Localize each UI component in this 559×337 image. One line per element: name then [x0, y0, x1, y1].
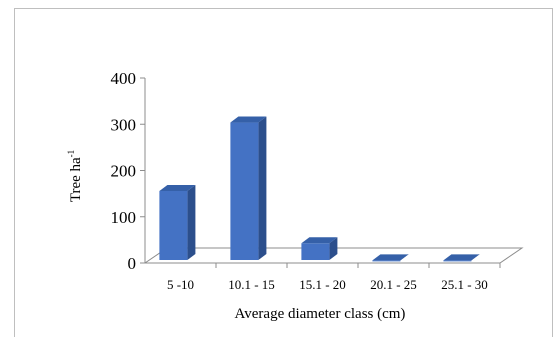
y-tick-label: 200 [111, 162, 137, 181]
bar-front [443, 260, 472, 262]
bar-top [159, 185, 196, 191]
bar [372, 254, 409, 262]
bar-top [230, 116, 267, 123]
bar-side [187, 185, 196, 260]
bar [301, 237, 338, 260]
x-tick-label: 5 -10 [167, 277, 194, 292]
y-tick-label: 400 [111, 69, 137, 88]
bar-side [258, 116, 267, 260]
y-axis-label-superscript: -1 [66, 150, 76, 158]
x-tick-label: 20.1 - 25 [370, 277, 417, 292]
bar-top [301, 237, 338, 244]
chart-frame [14, 8, 553, 337]
bar [443, 254, 480, 262]
bar-top [372, 254, 409, 261]
y-tick-label: 100 [111, 208, 137, 227]
chart-tick-labels: 0 100 200 300 400 5 -10 10.1 - 15 15.1 - 20 20.1… [111, 69, 488, 292]
bar-front [159, 191, 188, 260]
x-tick-label: 15.1 - 20 [299, 277, 346, 292]
bar-side [329, 237, 338, 260]
bar-top [443, 254, 480, 261]
bar-front [372, 260, 401, 262]
x-tick-label: 25.1 - 30 [441, 277, 488, 292]
y-axis-label: Tree ha-1 [66, 150, 84, 202]
bar-front [230, 122, 259, 260]
bar [230, 116, 267, 260]
y-tick-label: 300 [111, 115, 137, 134]
chart-bars [159, 116, 480, 262]
x-tick-label: 10.1 - 15 [228, 277, 275, 292]
y-tick-label: 0 [128, 254, 137, 273]
x-axis-label: Average diameter class (cm) [235, 306, 406, 322]
bar [159, 185, 196, 260]
bar-front [301, 243, 330, 260]
